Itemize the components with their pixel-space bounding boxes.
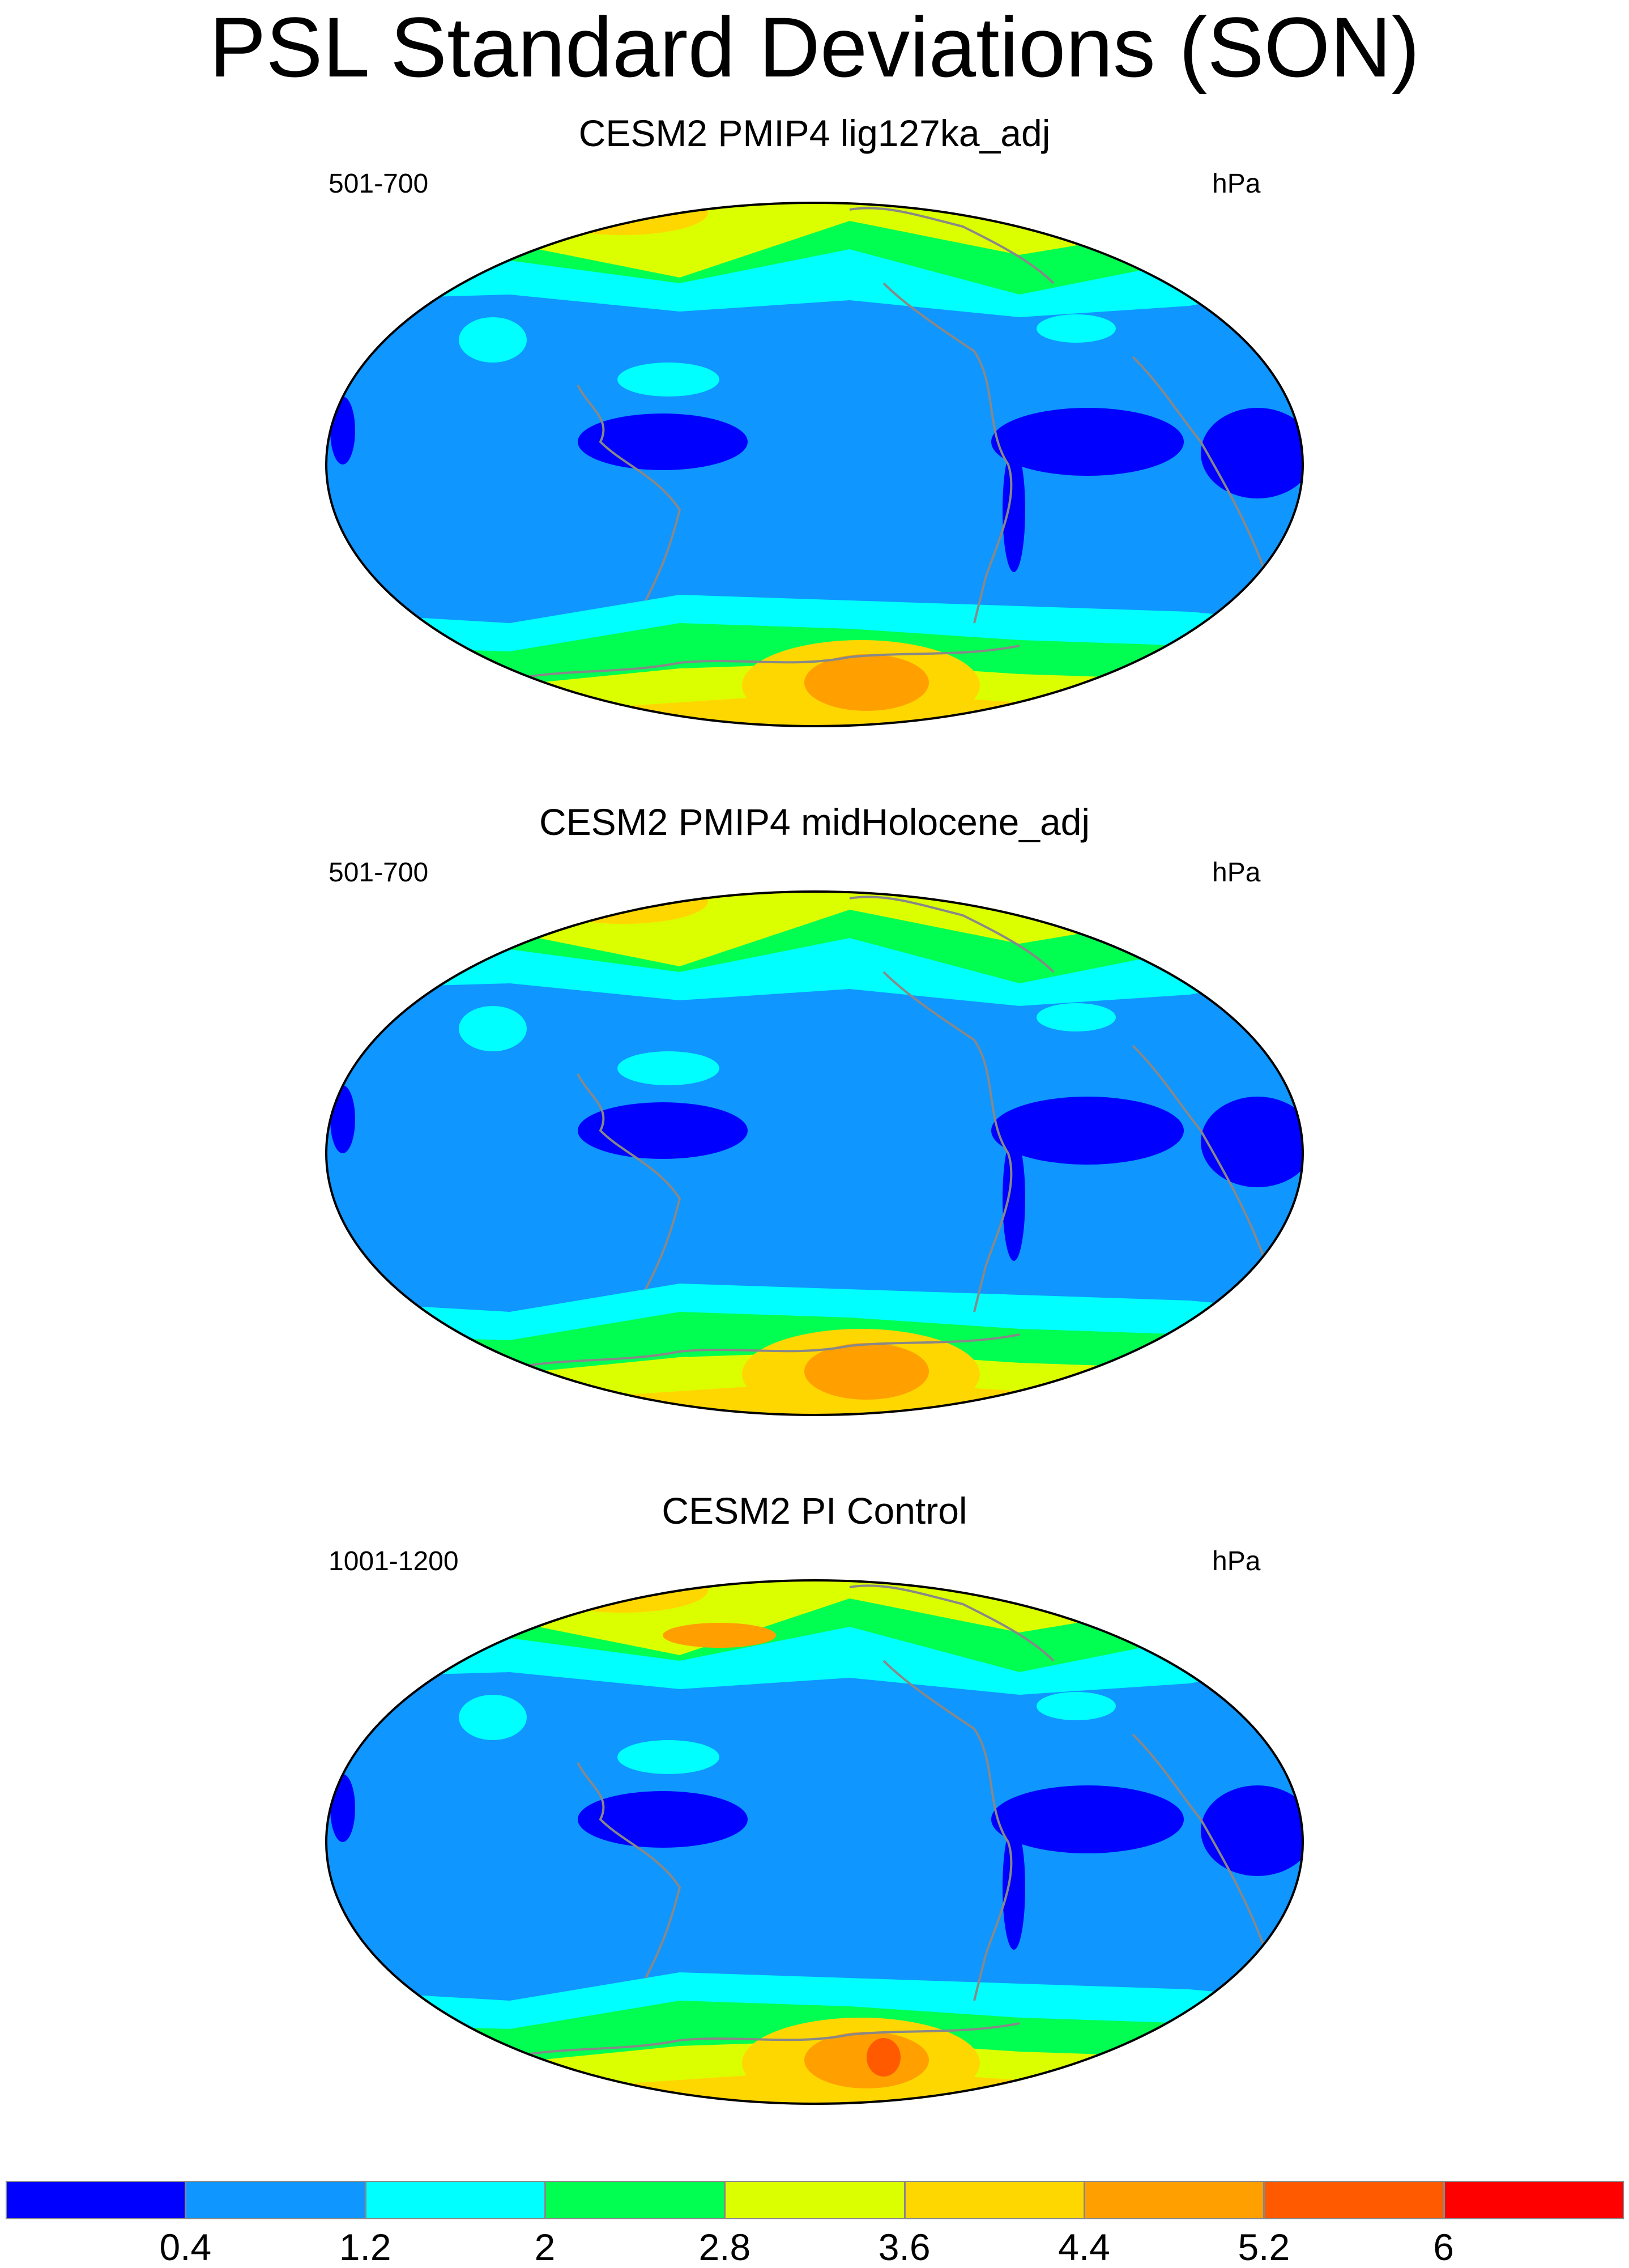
field-level-2-patch — [617, 1051, 719, 1085]
field-level-2-patch — [459, 1695, 527, 1740]
map-panel-2: CESM2 PMIP4 midHolocene_adj 501-700 hPa — [0, 802, 1629, 1491]
field-level-6-south-max — [804, 2032, 929, 2088]
map-panel-3: CESM2 PI Control 1001-1200 hPa — [0, 1491, 1629, 2180]
field-level-0-pacific — [578, 1791, 748, 1848]
africa-coast — [1132, 356, 1264, 567]
arctic-coast — [849, 896, 1055, 973]
colorbar-cell — [1443, 2181, 1624, 2219]
field-level-0-west — [330, 1085, 355, 1153]
field-level-7-south-max — [867, 2038, 901, 2077]
field-level-6-south-max — [804, 1343, 929, 1400]
colorbar-cell — [185, 2181, 366, 2219]
map-border — [325, 1579, 1304, 2105]
colorbar-tick-label: 4.4 — [1058, 2226, 1110, 2268]
field-level-6-south-max — [804, 654, 929, 711]
field-level-0-west — [330, 397, 355, 464]
asia-australia-coast — [577, 1073, 681, 1290]
field-level-0-pacific — [578, 1102, 748, 1159]
africa-coast — [1132, 1045, 1264, 1256]
map-border — [325, 890, 1304, 1416]
field-level-0-south-america — [1003, 1136, 1025, 1261]
field-level-2-patch — [1037, 1003, 1116, 1031]
americas-coast — [882, 282, 1013, 624]
field-level-5-north — [1071, 892, 1150, 924]
panel-units: hPa — [1212, 858, 1261, 888]
panel-units: hPa — [1212, 1546, 1261, 1576]
field-level-5-north — [1071, 203, 1150, 235]
field-level-0-south-america — [1003, 1825, 1025, 1950]
field-level-2-patch — [617, 363, 719, 397]
colorbar-tick-label: 2 — [534, 2226, 556, 2268]
colorbar-tick-label: 2.8 — [698, 2226, 751, 2268]
colorbar-cell — [1084, 2181, 1265, 2219]
field-level-0-west — [330, 1774, 355, 1842]
antarctica-coast — [509, 1333, 1020, 1370]
colorbar-cell — [724, 2181, 905, 2219]
field-level-2-patch — [1037, 1692, 1116, 1720]
colorbar: 0.4 1.2 2 2.8 3.6 4.4 5.2 6 — [0, 2181, 1629, 2266]
field-level-5-north — [1071, 1580, 1150, 1613]
africa-coast — [1132, 1733, 1264, 1945]
psl-stddev-map — [325, 1579, 1304, 2105]
field-level-0-atlantic — [991, 1785, 1184, 1853]
colorbar-tick-label: 6 — [1433, 2226, 1455, 2268]
asia-australia-coast — [577, 1762, 681, 1979]
colorbar-tick-label: 5.2 — [1238, 2226, 1290, 2268]
psl-stddev-map — [325, 202, 1304, 727]
field-level-0-pacific — [578, 413, 748, 470]
colorbar-cell — [365, 2181, 545, 2219]
psl-stddev-map — [325, 890, 1304, 1416]
field-level-6-north — [663, 1623, 776, 1648]
colorbar-tick-label: 0.4 — [159, 2226, 212, 2268]
coastlines — [509, 896, 1264, 1370]
colorbar-cell — [545, 2181, 726, 2219]
field-level-2-patch — [617, 1740, 719, 1774]
coastlines — [509, 207, 1264, 681]
field-level-2-patch — [1037, 314, 1116, 343]
colorbar-tick-label: 3.6 — [878, 2226, 931, 2268]
panel-years: 1001-1200 — [329, 1546, 459, 1576]
field-level-0-africa — [1201, 1097, 1303, 1187]
antarctica-coast — [509, 2022, 1020, 2058]
map-panel-1: CESM2 PMIP4 lig127ka_adj 501-700 hPa — [0, 113, 1629, 802]
panel-title: CESM2 PMIP4 midHolocene_adj — [539, 801, 1090, 843]
colorbar-cell — [6, 2181, 186, 2219]
antarctica-coast — [509, 645, 1020, 681]
panel-units: hPa — [1212, 169, 1261, 199]
americas-coast — [882, 1660, 1013, 2001]
field-level-2-patch — [459, 1006, 527, 1051]
field-level-0-africa — [1201, 1785, 1303, 1876]
coastlines — [509, 1584, 1264, 2058]
field-level-2-patch — [459, 317, 527, 363]
arctic-coast — [849, 207, 1055, 284]
colorbar-cell — [904, 2181, 1085, 2219]
field-level-0-atlantic — [991, 1097, 1184, 1165]
arctic-coast — [849, 1584, 1055, 1662]
colorbar-tick-label: 1.2 — [339, 2226, 391, 2268]
field-level-0-south-america — [1003, 447, 1025, 572]
asia-australia-coast — [577, 385, 681, 601]
panel-title: CESM2 PMIP4 lig127ka_adj — [578, 112, 1051, 154]
panel-title: CESM2 PI Control — [662, 1490, 967, 1532]
figure-title: PSL Standard Deviations (SON) — [209, 0, 1420, 95]
field-level-0-atlantic — [991, 408, 1184, 476]
field-level-0-africa — [1201, 408, 1303, 498]
americas-coast — [882, 971, 1013, 1312]
panel-years: 501-700 — [329, 169, 429, 199]
panel-years: 501-700 — [329, 858, 429, 888]
map-border — [325, 202, 1304, 727]
colorbar-cell — [1264, 2181, 1444, 2219]
